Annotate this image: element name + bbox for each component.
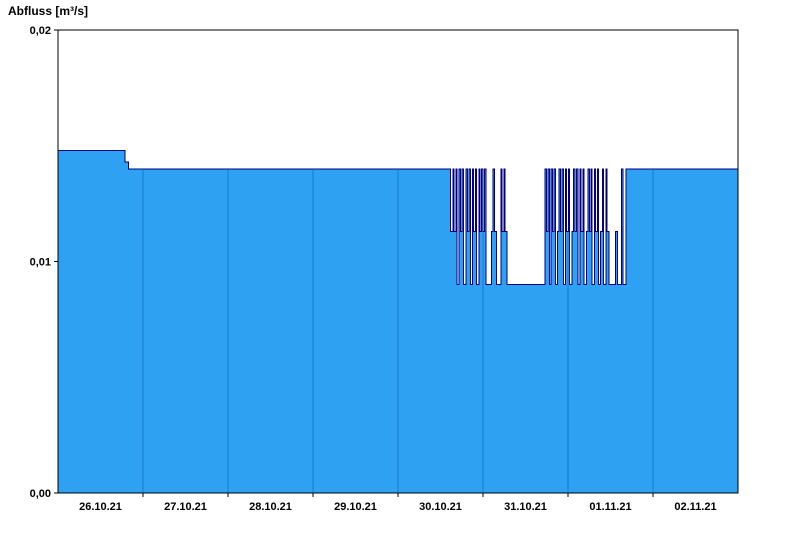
x-axis-date-label: 26.10.21 — [79, 501, 122, 513]
y-axis-tick-label: 0,02 — [30, 25, 51, 37]
x-axis-date-label: 30.10.21 — [419, 501, 462, 513]
x-axis-date-label: 02.11.21 — [674, 501, 716, 513]
discharge-step-line — [58, 149, 738, 286]
x-axis-date-label: 01.11.21 — [589, 501, 631, 513]
x-axis-date-label: 28.10.21 — [249, 501, 292, 513]
x-axis-date-label: 29.10.21 — [334, 501, 377, 513]
chart-title: Abfluss [m³/s] — [8, 4, 89, 18]
y-axis-tick-label: 0,00 — [30, 488, 51, 500]
y-axis-tick-label: 0,01 — [30, 256, 51, 268]
x-axis-date-label: 31.10.21 — [504, 501, 547, 513]
x-axis-date-label: 27.10.21 — [164, 501, 207, 513]
